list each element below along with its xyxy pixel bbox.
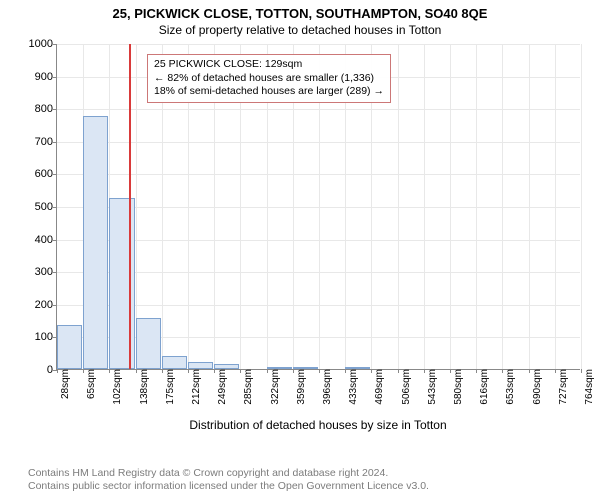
ytick-label: 700 [35,136,57,148]
xtick-label: 322sqm [267,369,281,405]
footer-line: Contains public sector information licen… [28,480,429,494]
ytick-label: 400 [35,234,57,246]
xtick-label: 175sqm [162,369,176,405]
gridline-v [476,44,477,369]
xtick-label: 285sqm [240,369,254,405]
histogram-bar [267,367,292,369]
page-title: 25, PICKWICK CLOSE, TOTTON, SOUTHAMPTON,… [0,6,600,21]
xtick-label: 543sqm [424,369,438,405]
gridline-v [398,44,399,369]
page-subtitle: Size of property relative to detached ho… [0,23,600,37]
histogram-bar [136,318,161,369]
ytick-label: 100 [35,331,57,343]
ytick-label: 1000 [29,38,57,50]
xtick-label: 102sqm [109,369,123,405]
gridline-v [502,44,503,369]
gridline-v [450,44,451,369]
histogram-bar [83,116,108,369]
x-axis-label: Distribution of detached houses by size … [56,418,580,432]
ytick-label: 500 [35,201,57,213]
gridline-v [529,44,530,369]
xtick-label: 212sqm [188,369,202,405]
ytick-label: 200 [35,299,57,311]
xtick-label: 616sqm [476,369,490,405]
histogram-bar [345,367,370,369]
xtick-label: 396sqm [319,369,333,405]
annotation-line: ← 82% of detached houses are smaller (1,… [154,72,384,86]
annotation-line: 25 PICKWICK CLOSE: 129sqm [154,58,384,72]
xtick-label: 653sqm [502,369,516,405]
ytick-label: 900 [35,71,57,83]
xtick-label: 359sqm [293,369,307,405]
histogram-bar [188,362,213,369]
marker-line [129,44,131,369]
plot-area: 0100200300400500600700800900100028sqm65s… [56,44,580,370]
histogram-bar [293,367,318,369]
xtick-label: 469sqm [371,369,385,405]
gridline-v [555,44,556,369]
xtick-label: 138sqm [136,369,150,405]
histogram-bar [162,356,187,369]
xtick-label: 690sqm [529,369,543,405]
footer-attribution: Contains HM Land Registry data © Crown c… [28,467,429,494]
xtick-label: 28sqm [57,369,71,399]
annotation-box: 25 PICKWICK CLOSE: 129sqm ← 82% of detac… [147,54,391,103]
xtick-label: 506sqm [398,369,412,405]
gridline-v [424,44,425,369]
histogram-bar [214,364,239,369]
xtick-label: 433sqm [345,369,359,405]
ytick-label: 300 [35,266,57,278]
gridline-v [581,44,582,369]
xtick-label: 65sqm [83,369,97,399]
ytick-label: 0 [47,364,57,376]
histogram-bar [57,325,82,369]
footer-line: Contains HM Land Registry data © Crown c… [28,467,429,481]
xtick-label: 727sqm [555,369,569,405]
annotation-line: 18% of semi-detached houses are larger (… [154,85,384,99]
ytick-label: 600 [35,168,57,180]
xtick-label: 580sqm [450,369,464,405]
chart-container: Number of detached properties 0100200300… [0,38,600,438]
ytick-label: 800 [35,103,57,115]
xtick-label: 764sqm [581,369,595,405]
xtick-label: 249sqm [214,369,228,405]
